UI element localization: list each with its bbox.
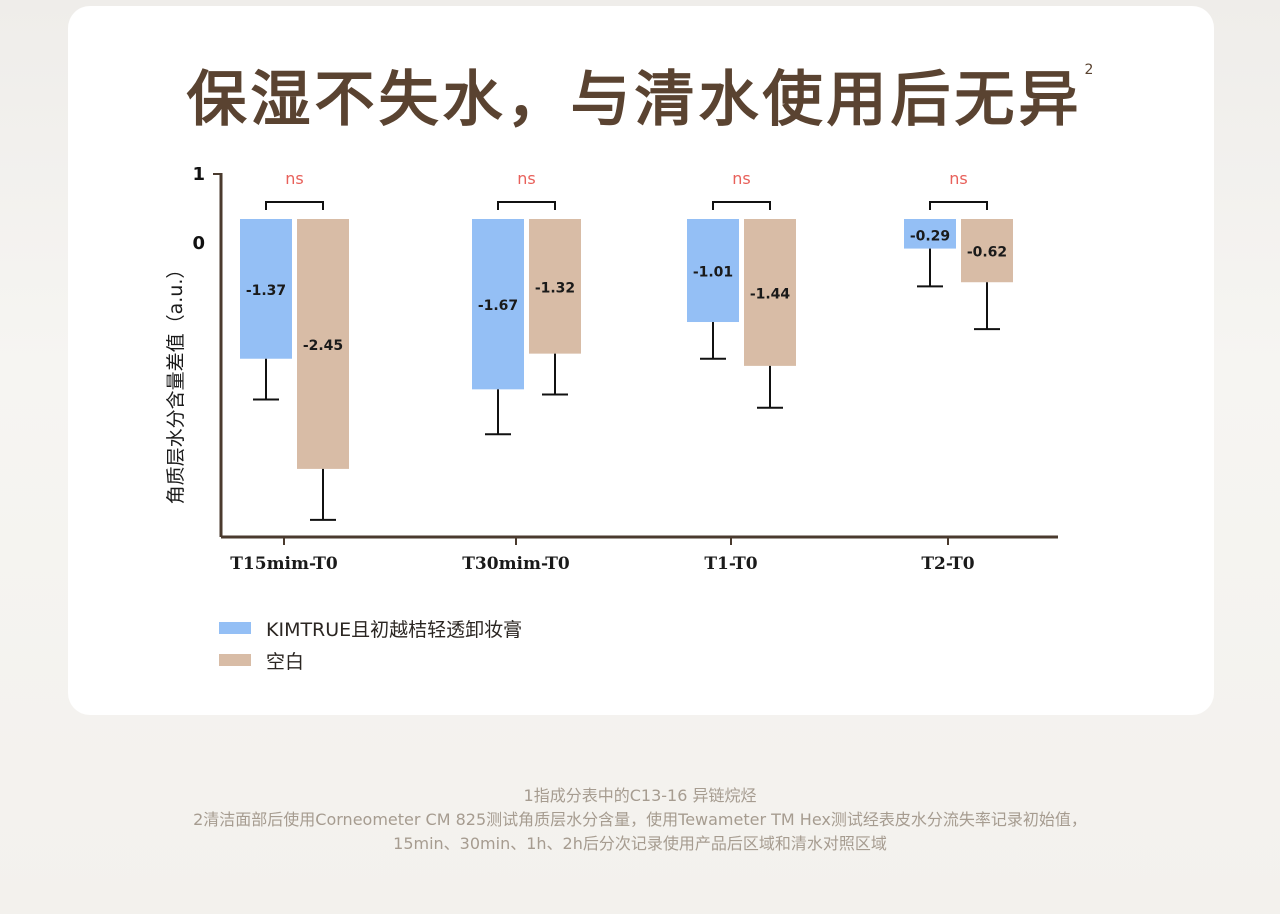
x-tick-label-3: T2-T0 xyxy=(921,554,974,574)
x-tick-label-1: T30mim-T0 xyxy=(462,554,570,574)
value-label-0-0: -1.37 xyxy=(246,283,286,299)
content-card xyxy=(68,6,1214,715)
value-label-1-0: -2.45 xyxy=(303,338,343,354)
footnote-3: 15min、30min、1h、2h后分次记录使用产品后区域和清水对照区域 xyxy=(393,834,887,853)
significance-bracket-3 xyxy=(929,201,988,210)
significance-label-1: ns xyxy=(517,169,535,188)
value-label-1-1: -1.32 xyxy=(535,280,575,296)
footnotes: 1指成分表中的C13-16 异链烷烃 2清洁面部后使用Corneometer C… xyxy=(0,784,1280,856)
bar-product-0 xyxy=(240,219,292,359)
bar-blank-2 xyxy=(744,219,796,366)
legend-item-product: KIMTRUE且初越桔轻透卸妆膏 xyxy=(219,612,522,644)
x-tick-label-0: T15mim-T0 xyxy=(230,554,338,574)
legend: KIMTRUE且初越桔轻透卸妆膏 空白 xyxy=(219,612,522,676)
legend-swatch-product xyxy=(219,622,251,634)
y-tick-label-1: 0 xyxy=(192,233,205,254)
value-label-1-3: -0.62 xyxy=(967,245,1007,261)
significance-bracket-0 xyxy=(265,201,324,210)
legend-label-product: KIMTRUE且初越桔轻透卸妆膏 xyxy=(266,618,523,641)
bar-blank-0 xyxy=(297,219,349,469)
bar-chart: -1.37 -2.45 ns T15mim-T0 -1.67 -1.32 ns T30mim-… xyxy=(165,164,1058,574)
legend-swatch-blank xyxy=(219,654,251,666)
page-title: 保湿不失水，与清水使用后无异 xyxy=(186,65,1083,135)
bar-product-3 xyxy=(904,219,956,249)
value-label-0-2: -1.01 xyxy=(693,265,733,281)
significance-bracket-1 xyxy=(497,201,556,210)
significance-label-2: ns xyxy=(732,169,750,188)
value-label-1-2: -1.44 xyxy=(750,286,791,302)
significance-bracket-2 xyxy=(712,201,771,210)
significance-label-0: ns xyxy=(285,169,303,188)
y-tick-label-0: 1 xyxy=(192,164,205,185)
legend-item-blank: 空白 xyxy=(219,644,522,676)
value-label-0-1: -1.67 xyxy=(478,298,518,314)
bar-blank-3 xyxy=(961,219,1013,283)
significance-label-3: ns xyxy=(949,169,967,188)
x-tick-label-2: T1-T0 xyxy=(704,554,757,574)
legend-label-blank: 空白 xyxy=(266,650,305,673)
footnote-1: 1指成分表中的C13-16 异链烷烃 xyxy=(523,786,757,805)
bar-blank-1 xyxy=(529,219,581,354)
y-axis-label: 角质层水分含量差值（a.u.） xyxy=(165,260,187,505)
value-label-0-3: -0.29 xyxy=(910,229,950,245)
title-footnote-marker: 2 xyxy=(1084,61,1094,78)
bar-product-1 xyxy=(472,219,524,390)
footnote-2: 2清洁面部后使用Corneometer CM 825测试角质层水分含量，使用Te… xyxy=(193,810,1087,829)
bar-product-2 xyxy=(687,219,739,323)
title-row: 保湿不失水，与清水使用后无异 2 xyxy=(0,60,1280,140)
